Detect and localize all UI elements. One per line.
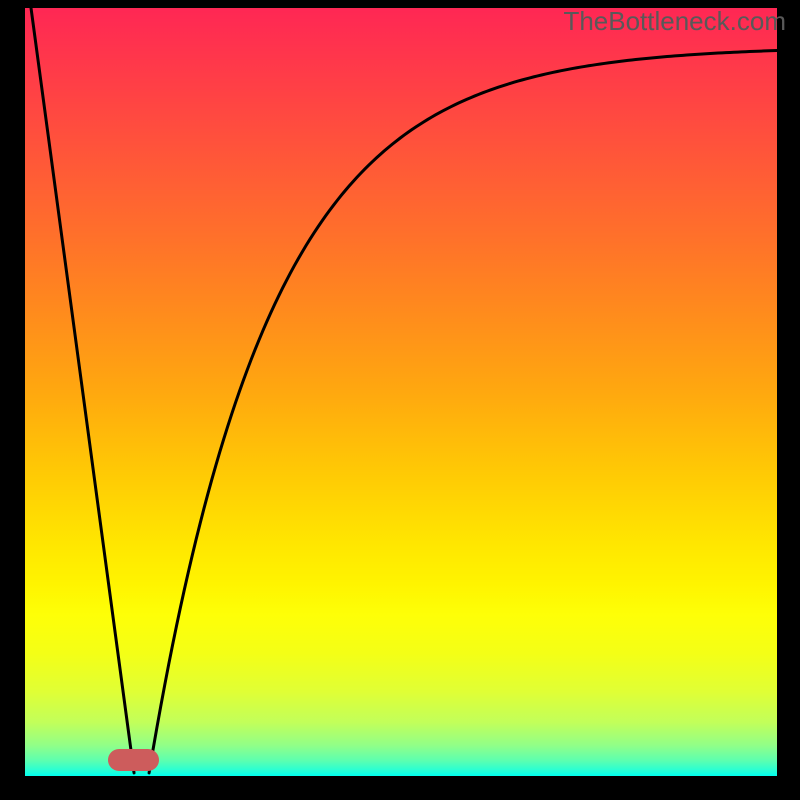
plot-area — [25, 8, 777, 776]
watermark-text: TheBottleneck.com — [563, 6, 786, 37]
chart-frame: TheBottleneck.com — [0, 0, 800, 800]
minimum-marker — [108, 749, 159, 771]
gradient-and-curve — [25, 8, 777, 776]
gradient-background — [25, 8, 777, 776]
